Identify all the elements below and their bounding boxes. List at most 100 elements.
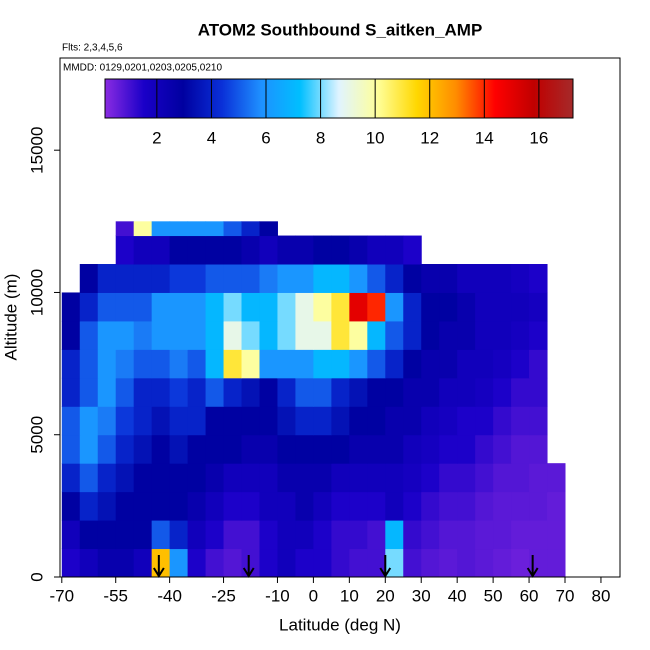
heat-cell: [223, 292, 243, 322]
heat-cell: [385, 520, 404, 550]
heat-cell: [115, 349, 135, 379]
heat-cell: [421, 292, 440, 322]
heat-cell: [349, 264, 368, 293]
heat-cell: [205, 320, 225, 350]
heat-cell: [187, 221, 207, 237]
arrow-marker: [526, 555, 539, 578]
heat-cell: [529, 349, 548, 379]
heat-cell: [511, 434, 530, 464]
heat-cell: [97, 292, 117, 322]
heat-cell: [223, 548, 243, 578]
heat-cell: [529, 406, 548, 436]
heat-cell: [151, 463, 171, 493]
heat-cell: [457, 320, 476, 350]
y-axis-label: Altitude (m): [1, 274, 20, 361]
heat-cell: [133, 264, 153, 293]
heat-cell: [241, 463, 260, 493]
heat-cell: [439, 264, 458, 293]
heat-cell: [349, 434, 368, 464]
heat-cell: [439, 463, 458, 493]
y-tick-label: 10000: [27, 269, 46, 316]
heat-cell: [349, 377, 368, 407]
heat-cell: [403, 463, 422, 493]
heat-cell: [223, 434, 243, 464]
y-tick-label: 0: [27, 572, 46, 581]
heat-cell: [475, 548, 494, 578]
heat-cell: [295, 349, 314, 379]
heat-cell: [493, 406, 512, 436]
heat-cell: [439, 548, 458, 578]
heat-cell: [475, 434, 494, 464]
heat-cell: [493, 463, 512, 493]
heat-cell: [313, 377, 332, 407]
heat-cell: [511, 292, 530, 322]
heat-cell: [133, 377, 153, 407]
heat-cell: [115, 520, 135, 550]
heat-cell: [313, 520, 332, 550]
heat-cell: [241, 320, 260, 350]
heat-cell: [205, 235, 225, 265]
heat-cell: [241, 292, 260, 322]
x-tick-label: 30: [412, 586, 431, 605]
heat-cell: [475, 406, 494, 436]
heat-cell: [61, 320, 81, 350]
heat-cell: [277, 235, 296, 265]
heat-cell: [493, 377, 512, 407]
heat-cell: [205, 292, 225, 322]
heat-cell: [61, 377, 81, 407]
heat-cell: [241, 264, 260, 293]
heat-cell: [205, 221, 225, 237]
heat-cell: [169, 320, 189, 350]
heat-cell: [187, 349, 207, 379]
x-tick-label: 20: [376, 586, 395, 605]
heat-cell: [493, 320, 512, 350]
heat-cell: [115, 548, 135, 578]
heat-cell: [79, 463, 99, 493]
heat-cell: [403, 548, 422, 578]
heat-cell: [133, 520, 153, 550]
heat-cell: [187, 264, 207, 293]
heat-cell: [493, 292, 512, 322]
heat-cell: [79, 491, 99, 521]
heat-cell: [421, 491, 440, 521]
heat-cell: [223, 406, 243, 436]
heat-cell: [115, 434, 135, 464]
heat-cell: [439, 377, 458, 407]
heat-cell: [169, 221, 189, 237]
heat-cell: [457, 264, 476, 293]
heat-cell: [205, 520, 225, 550]
heat-cell: [187, 320, 207, 350]
heat-cell: [277, 320, 296, 350]
heat-cell: [187, 520, 207, 550]
heat-cell: [457, 434, 476, 464]
heat-cell: [331, 320, 350, 350]
heat-cell: [79, 377, 99, 407]
heat-cell: [169, 463, 189, 493]
heat-cell: [367, 235, 386, 265]
x-tick-label: 80: [591, 586, 610, 605]
heat-cell: [529, 491, 548, 521]
heat-cell: [313, 434, 332, 464]
heat-cell: [457, 548, 476, 578]
heat-cell: [79, 520, 99, 550]
heat-cell: [151, 320, 171, 350]
heat-cell: [511, 406, 530, 436]
heat-cell: [511, 491, 530, 521]
heat-cell: [151, 264, 171, 293]
heat-cell: [97, 463, 117, 493]
x-tick-label: -70: [50, 586, 75, 605]
heat-cell: [277, 406, 296, 436]
heat-cell: [277, 548, 296, 578]
heat-cell: [205, 406, 225, 436]
heat-cell: [475, 377, 494, 407]
heat-cell: [115, 221, 135, 237]
heat-cell: [115, 292, 135, 322]
chart-title: ATOM2 Southbound S_aitken_AMP: [198, 20, 483, 39]
heat-cell: [385, 377, 404, 407]
heat-cell: [115, 406, 135, 436]
heat-cell: [151, 221, 171, 237]
heat-cell: [349, 292, 368, 322]
heat-cell: [205, 491, 225, 521]
heat-cell: [403, 320, 422, 350]
